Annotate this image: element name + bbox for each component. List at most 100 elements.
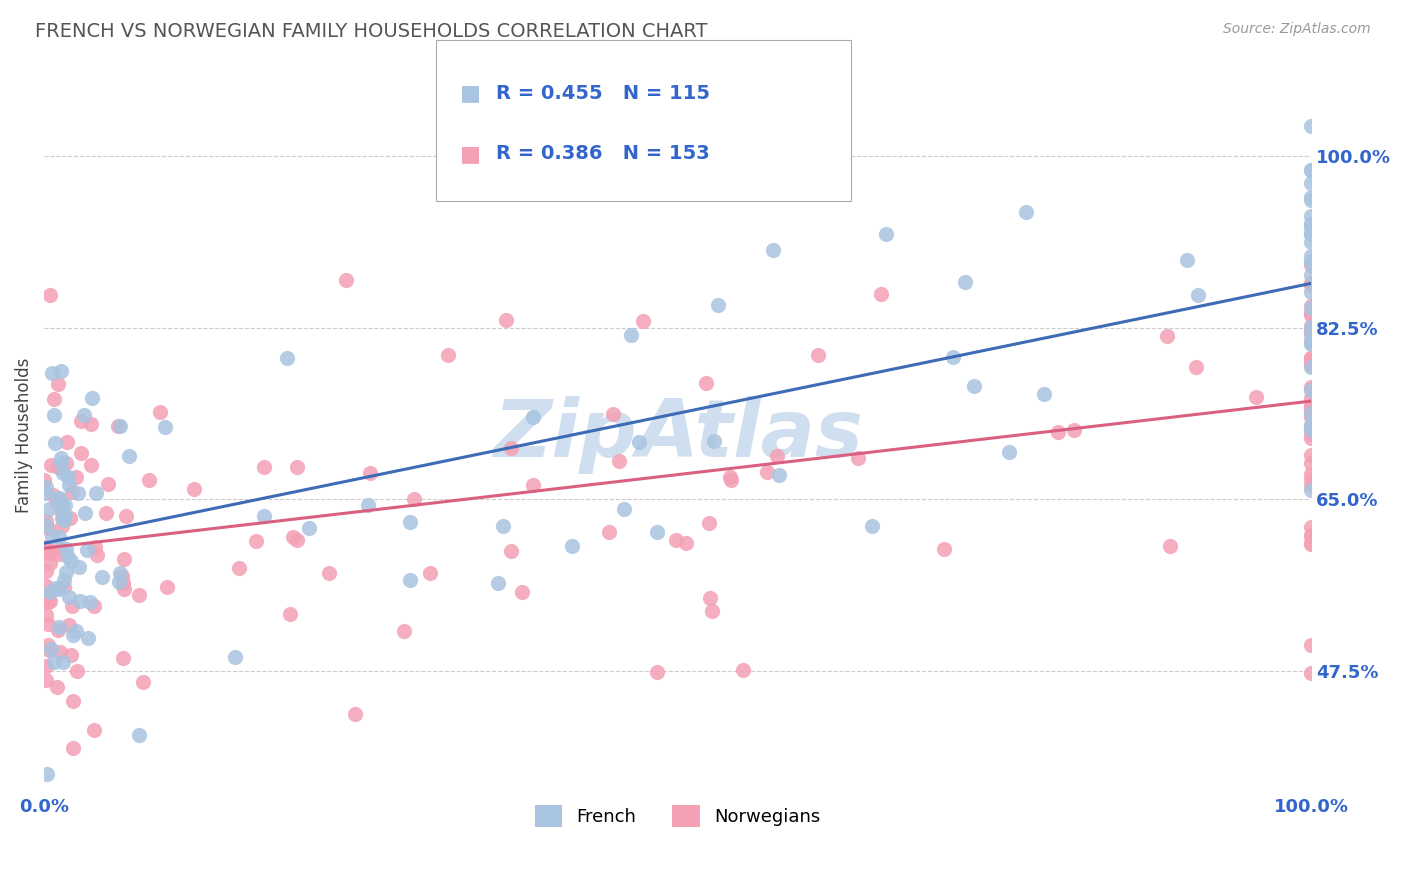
Point — [1301, 467, 1323, 482]
Point — [1063, 423, 1085, 437]
Point — [1301, 405, 1323, 419]
Point — [253, 460, 276, 475]
Point — [1156, 329, 1178, 343]
Point — [38, 643, 60, 657]
Point — [1046, 425, 1069, 439]
Point — [56, 470, 79, 484]
Point — [59, 510, 82, 524]
Point — [645, 524, 668, 539]
Point — [733, 663, 755, 677]
Point — [1301, 351, 1323, 365]
Point — [699, 591, 721, 605]
Point — [44, 435, 66, 450]
Point — [34, 673, 56, 688]
Point — [1301, 325, 1323, 339]
Point — [419, 566, 441, 580]
Point — [1301, 268, 1323, 282]
Text: ZipAtlas: ZipAtlas — [492, 396, 862, 475]
Point — [318, 566, 340, 580]
Point — [1301, 162, 1323, 177]
Point — [1301, 176, 1323, 190]
Point — [51, 364, 73, 378]
Point — [245, 534, 267, 549]
Point — [1185, 359, 1208, 374]
Point — [1187, 288, 1209, 302]
Point — [1301, 400, 1323, 414]
Point — [35, 480, 58, 494]
Point — [1301, 406, 1323, 420]
Point — [55, 542, 77, 557]
Point — [665, 533, 688, 547]
Point — [1301, 217, 1323, 231]
Text: R = 0.386   N = 153: R = 0.386 N = 153 — [496, 145, 710, 163]
Point — [70, 414, 93, 428]
Point — [138, 473, 160, 487]
Point — [934, 541, 956, 556]
Point — [108, 418, 131, 433]
Point — [35, 608, 58, 623]
Point — [1301, 193, 1323, 207]
Point — [287, 533, 309, 547]
Point — [46, 491, 69, 505]
Point — [702, 605, 724, 619]
Point — [62, 628, 84, 642]
Point — [97, 477, 120, 491]
Point — [73, 409, 96, 423]
Point — [42, 408, 65, 422]
Point — [762, 243, 785, 257]
Point — [52, 655, 75, 669]
Point — [37, 617, 59, 632]
Point — [111, 569, 134, 583]
Point — [114, 508, 136, 523]
Point — [344, 707, 367, 722]
Point — [720, 474, 742, 488]
Y-axis label: Family Households: Family Households — [15, 358, 32, 513]
Point — [1301, 536, 1323, 550]
Point — [1301, 235, 1323, 250]
Point — [1301, 529, 1323, 543]
Point — [48, 620, 70, 634]
Point — [1301, 528, 1323, 542]
Point — [108, 575, 131, 590]
Point — [1301, 325, 1323, 339]
Point — [37, 595, 59, 609]
Point — [1301, 351, 1323, 365]
Point — [1301, 419, 1323, 434]
Point — [607, 454, 630, 468]
Point — [45, 680, 67, 694]
Text: ■: ■ — [460, 83, 481, 103]
Point — [285, 460, 308, 475]
Point — [128, 588, 150, 602]
Point — [602, 407, 624, 421]
Point — [52, 580, 75, 594]
Legend: French, Norwegians: French, Norwegians — [527, 798, 828, 834]
Point — [1301, 477, 1323, 491]
Point — [66, 665, 89, 679]
Point — [51, 511, 73, 525]
Point — [65, 624, 87, 638]
Point — [963, 379, 986, 393]
Point — [34, 473, 56, 487]
Point — [38, 502, 60, 516]
Point — [79, 595, 101, 609]
Point — [627, 434, 650, 449]
Point — [561, 539, 583, 553]
Point — [148, 405, 170, 419]
Point — [756, 465, 779, 479]
Point — [53, 573, 76, 587]
Point — [870, 287, 893, 301]
Point — [153, 419, 176, 434]
Point — [48, 491, 70, 505]
Text: Source: ZipAtlas.com: Source: ZipAtlas.com — [1223, 22, 1371, 37]
Point — [1301, 276, 1323, 290]
Point — [768, 468, 790, 483]
Point — [860, 519, 883, 533]
Point — [404, 491, 426, 506]
Point — [1301, 335, 1323, 350]
Point — [394, 624, 416, 639]
Point — [875, 227, 897, 241]
Point — [128, 728, 150, 742]
Point — [39, 556, 62, 570]
Point — [773, 145, 796, 159]
Point — [62, 694, 84, 708]
